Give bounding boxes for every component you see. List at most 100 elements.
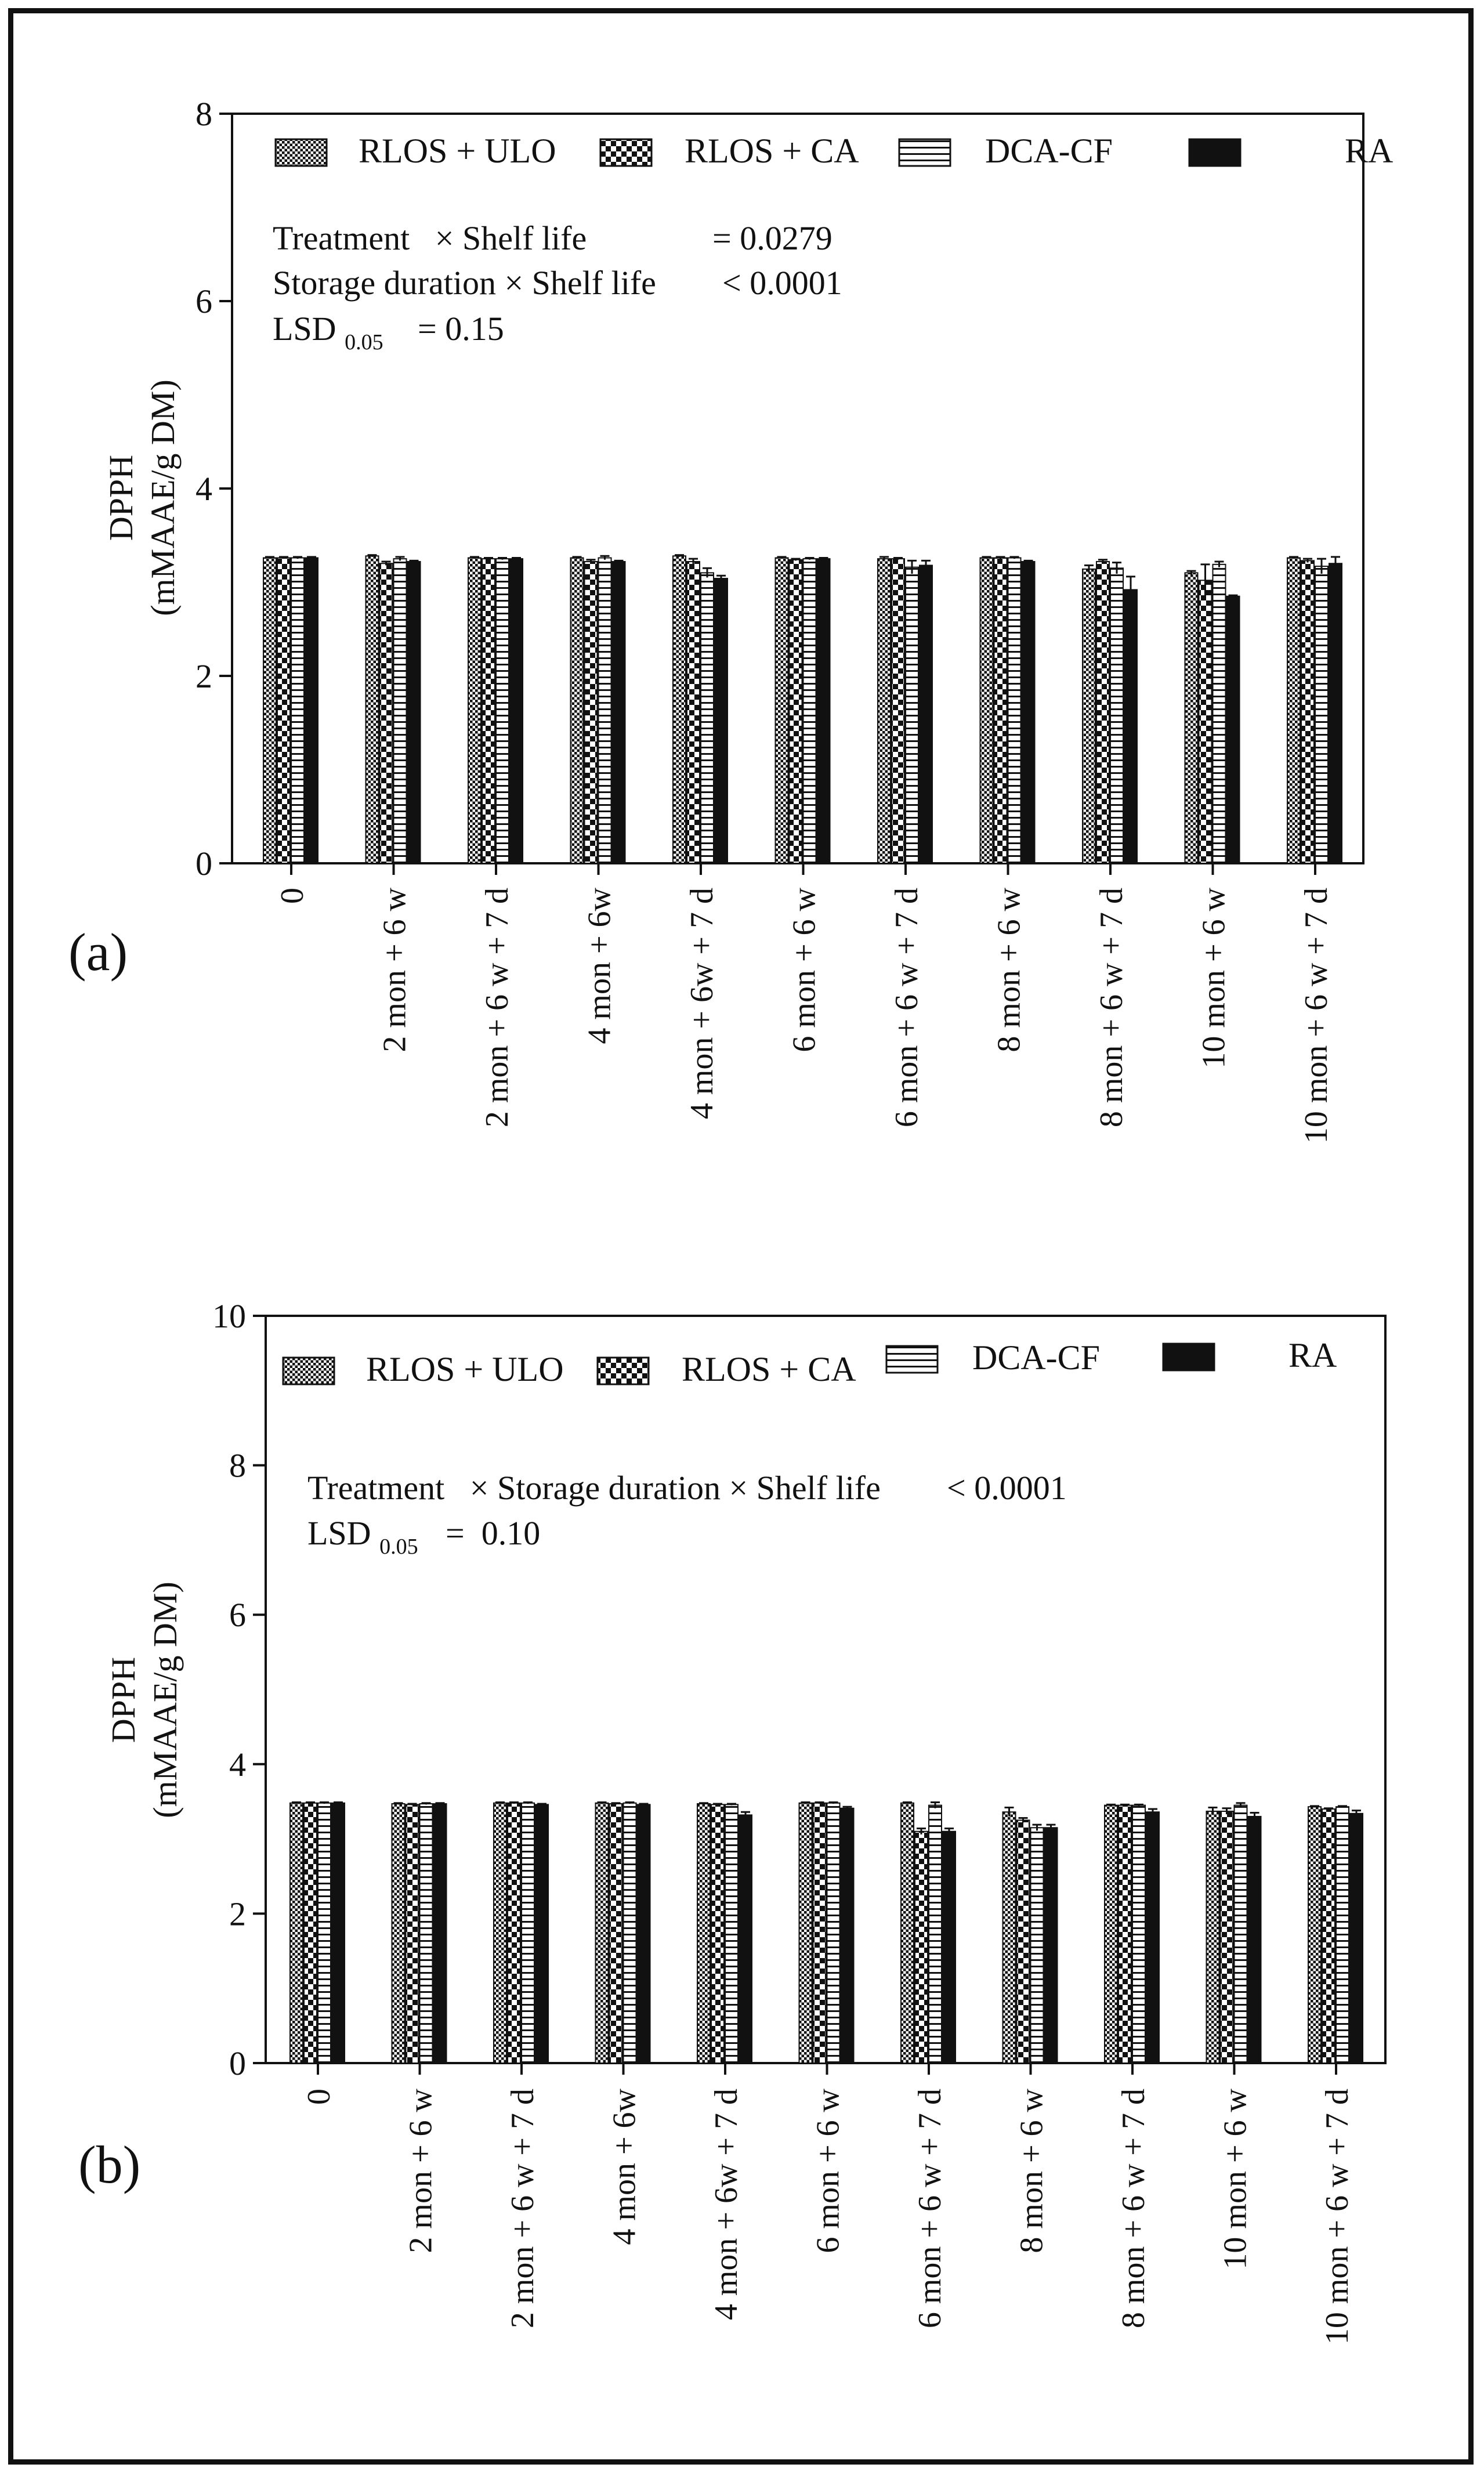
panel-b-lsd: LSD 0.05 xyxy=(307,1514,418,1559)
y-tick-label-b-2: 4 xyxy=(229,1746,246,1783)
bar-b-9-1 xyxy=(1219,1810,1234,2064)
legend-item-b-3: RA xyxy=(1162,1336,1337,1374)
y-tick-label-a-3: 6 xyxy=(196,283,212,320)
bar-a-0-1 xyxy=(277,557,291,864)
x-tick-label-a-9: 10 mon + 6 w xyxy=(1196,887,1232,1068)
figure-border xyxy=(8,8,1474,2465)
plot-b: 0 2 4 6 8 10 0 2 mon + 6 w 2 mon + 6 w + 7 d 4 mo… xyxy=(212,1297,1387,2344)
x-tick-label-a-0: 0 xyxy=(274,888,310,904)
legend-item-b-2: DCA-CF xyxy=(885,1338,1100,1377)
panel-a-annotation-line1-value: = 0.0279 xyxy=(712,219,833,257)
y-tick-label-b-5: 10 xyxy=(212,1297,246,1335)
panel-a-lsd-main: LSD xyxy=(273,310,336,348)
bar-group-b-0 xyxy=(289,1801,345,2064)
panel-a-ylabel-line2: (mMAAE/g DM) xyxy=(144,379,182,616)
y-tick-label-a-1: 2 xyxy=(196,657,212,695)
panel-b-ylabel-line1: DPPH xyxy=(104,1657,142,1743)
x-tick-label-a-7: 8 mon + 6 w xyxy=(991,887,1027,1052)
bar-b-9-0 xyxy=(1206,1810,1220,2064)
bar-a-1-0 xyxy=(365,555,379,864)
x-tick-label-b-3: 4 mon + 6w xyxy=(607,2088,643,2245)
panel-a-annotation-line2-label: Storage duration × Shelf life xyxy=(273,264,656,302)
bar-a-3-3 xyxy=(611,560,626,864)
bar-group-b-5 xyxy=(798,1801,855,2064)
bar-a-8-3 xyxy=(1124,589,1138,864)
bar-group-b-10 xyxy=(1308,1805,1363,2064)
bar-a-0-0 xyxy=(263,557,277,864)
bar-group-a-1 xyxy=(365,554,421,864)
bar-a-4-2 xyxy=(700,572,714,864)
legend-swatch-a-1 xyxy=(599,138,653,167)
bar-a-4-3 xyxy=(714,578,728,864)
bar-group-b-6 xyxy=(900,1801,956,2064)
bar-group-a-6 xyxy=(877,556,933,864)
x-tick-label-b-7: 8 mon + 6 w xyxy=(1014,2088,1050,2253)
legend-swatch-a-3 xyxy=(1188,138,1242,167)
x-tick-label-a-5: 6 mon + 6 w xyxy=(787,887,823,1052)
x-tick-label-b-10: 10 mon + 6 w + 7 d xyxy=(1319,2089,1355,2344)
panel-a-annotation-line1-label: Treatment × Shelf life xyxy=(273,219,587,257)
y-tick-label-a-4: 8 xyxy=(196,95,212,133)
panel-a-label: (a) xyxy=(68,922,128,982)
bar-b-1-0 xyxy=(391,1803,406,2064)
bar-b-3-2 xyxy=(622,1802,637,2064)
panel-a: (a) DPPH (mMAAE/g DM) Treatment × Shelf … xyxy=(68,219,842,982)
bar-b-6-2 xyxy=(928,1804,942,2064)
legend-swatch-b-3 xyxy=(1162,1343,1215,1372)
panel-a-lsd: LSD 0.05 xyxy=(273,310,383,354)
bar-b-10-2 xyxy=(1335,1806,1349,2064)
bar-a-9-2 xyxy=(1212,563,1226,864)
legend-item-a-3: RA xyxy=(1188,132,1393,170)
bar-group-b-7 xyxy=(1002,1807,1058,2064)
bar-a-10-3 xyxy=(1329,563,1342,864)
y-tick-label-a-0: 0 xyxy=(196,845,212,882)
y-tick-label-b-1: 2 xyxy=(229,1895,246,1933)
bar-b-10-3 xyxy=(1349,1812,1363,2064)
x-tick-label-a-8: 8 mon + 6 w + 7 d xyxy=(1094,888,1130,1127)
bar-b-2-1 xyxy=(507,1802,521,2064)
bar-a-3-2 xyxy=(598,557,612,864)
bar-b-1-2 xyxy=(419,1803,433,2064)
bar-group-b-8 xyxy=(1104,1803,1160,2064)
bar-b-0-3 xyxy=(331,1802,345,2064)
bar-group-b-1 xyxy=(391,1802,447,2064)
bar-b-7-2 xyxy=(1030,1827,1044,2064)
bar-b-3-0 xyxy=(595,1802,609,2064)
bar-b-0-0 xyxy=(289,1802,303,2064)
bar-b-5-1 xyxy=(812,1802,827,2064)
panel-a-annotation-line2-value: < 0.0001 xyxy=(722,264,842,302)
bar-a-6-0 xyxy=(877,558,891,864)
bar-group-b-3 xyxy=(595,1801,651,2064)
bar-a-10-2 xyxy=(1315,566,1329,864)
bar-a-3-0 xyxy=(570,557,584,864)
bar-a-5-3 xyxy=(816,558,831,864)
bar-group-a-2 xyxy=(468,556,523,864)
legend-item-a-0: RLOS + ULO xyxy=(274,132,556,170)
plot-a: 0 2 4 6 8 0 2 mon + 6 w 2 mon + 6 w + 7 d 4 mon … xyxy=(196,95,1393,1144)
bar-a-0-3 xyxy=(305,557,318,864)
bar-b-5-0 xyxy=(798,1802,813,2064)
panel-b-annotation-line1-label: Treatment × Storage duration × Shelf lif… xyxy=(307,1469,881,1507)
bar-a-5-1 xyxy=(788,559,803,864)
bar-group-b-9 xyxy=(1206,1802,1262,2064)
bar-b-2-2 xyxy=(521,1802,535,2064)
legend-item-a-1: RLOS + CA xyxy=(599,132,859,170)
bar-group-b-4 xyxy=(697,1802,752,2064)
bar-a-10-0 xyxy=(1287,557,1301,864)
x-tick-label-b-6: 6 mon + 6 w + 7 d xyxy=(912,2089,948,2328)
panel-b: (b) DPPH (mMAAE/g DM) Treatment × Storag… xyxy=(78,1469,1067,2194)
bar-b-5-2 xyxy=(826,1802,841,2064)
x-tick-label-a-3: 4 mon + 6w xyxy=(582,887,618,1044)
legend-label-a-2: DCA-CF xyxy=(985,132,1113,170)
panel-a-lsd-value: = 0.15 xyxy=(418,310,504,348)
bar-a-2-1 xyxy=(482,558,495,864)
x-tick-label-a-1: 2 mon + 6 w xyxy=(377,887,413,1052)
bar-group-a-0 xyxy=(263,556,318,864)
bar-a-8-0 xyxy=(1082,568,1096,864)
bar-b-2-3 xyxy=(535,1804,549,2064)
bar-b-2-0 xyxy=(493,1802,507,2064)
bar-a-4-0 xyxy=(672,555,686,864)
bar-group-a-10 xyxy=(1287,556,1342,864)
panel-b-lsd-sub: 0.05 xyxy=(379,1535,418,1559)
